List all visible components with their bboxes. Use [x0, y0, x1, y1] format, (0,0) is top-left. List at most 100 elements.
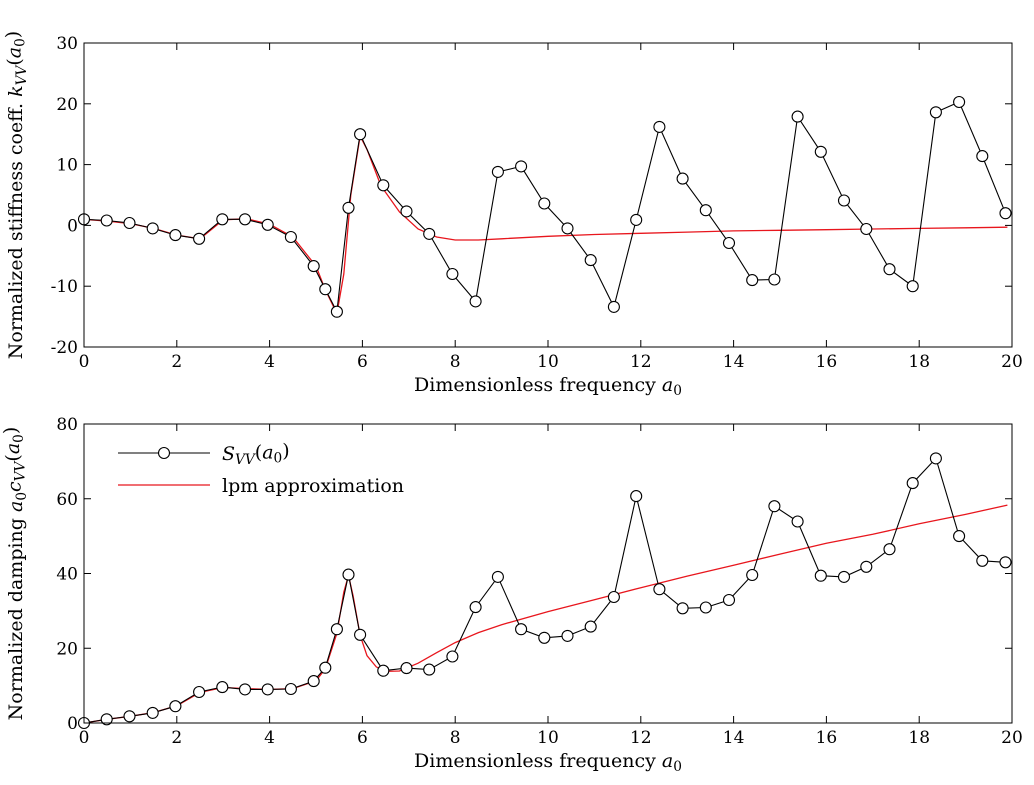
data-point: [976, 554, 989, 567]
y-axis-label: Normalized stiffness coeff. kVV(a0): [2, 31, 30, 359]
x-tick-label: 2: [171, 352, 182, 372]
y-tick-label: 20: [56, 95, 78, 115]
x-tick-label: 16: [816, 728, 838, 748]
y-tick-label: 10: [56, 156, 78, 176]
data-point: [584, 254, 597, 267]
data-point: [929, 106, 942, 119]
x-tick-label: 14: [723, 352, 745, 372]
data-point: [860, 560, 873, 573]
data-point: [722, 236, 736, 250]
data-point: [607, 590, 620, 604]
data-point: [561, 629, 574, 642]
x-tick-label: 6: [357, 352, 368, 372]
y-tick-label: 80: [56, 415, 78, 435]
data-point: [377, 179, 390, 192]
x-tick-label: 10: [537, 728, 559, 748]
x-tick-label: 4: [264, 728, 275, 748]
data-point: [837, 194, 851, 207]
data-point: [284, 230, 297, 244]
chart-panel-2: 0 2 4 6 8 10 12 14 16 18 20 0 20 40 60 80 Dimensionless …: [0, 415, 1023, 775]
data-point: [400, 662, 413, 675]
x-tick-label: 16: [816, 352, 838, 372]
data-point: [284, 682, 297, 696]
legend-label-2: lpm approximation: [222, 475, 404, 497]
data-point: [400, 205, 413, 218]
x-tick-label: 18: [908, 352, 930, 372]
data-point: [261, 683, 274, 696]
data-point: [953, 95, 966, 109]
x-tick-label: 0: [79, 728, 90, 748]
data-point: [515, 160, 528, 173]
plot-frame: [83, 423, 1013, 724]
data-point: [216, 681, 229, 694]
data-point: [791, 515, 804, 528]
y-tick-label: 20: [56, 639, 78, 659]
data-point: [561, 222, 574, 235]
plot-frame: [83, 42, 1013, 348]
data-point: [354, 628, 367, 641]
data-point: [216, 213, 229, 226]
data-point: [584, 620, 597, 633]
data-point: [469, 601, 482, 614]
legend-marker: [157, 446, 171, 460]
y-tick-label: -20: [51, 338, 78, 358]
data-point: [193, 232, 206, 245]
x-axis-label: Dimensionless frequency a0: [414, 750, 682, 775]
data-point: [906, 280, 919, 293]
data-point: [860, 222, 873, 236]
data-point: [319, 661, 332, 674]
data-point: [123, 710, 136, 723]
data-point: [653, 120, 666, 133]
data-point: [123, 216, 136, 230]
data-point: [330, 305, 343, 318]
x-tick-label: 10: [537, 352, 559, 372]
data-point: [354, 128, 367, 141]
y-tick-label: 0: [67, 216, 78, 236]
data-point: [169, 229, 182, 242]
y-tick-label: 60: [56, 490, 78, 510]
data-point: [929, 452, 942, 465]
data-point: [791, 110, 804, 123]
x-tick-label: 4: [264, 352, 275, 372]
data-point: [100, 713, 113, 726]
y-tick-label: -10: [51, 277, 78, 297]
data-point: [342, 201, 355, 214]
data-point: [469, 295, 482, 308]
data-point: [238, 683, 252, 696]
y-tick-label: 30: [56, 34, 78, 54]
data-point: [307, 675, 320, 688]
data-point: [837, 570, 851, 583]
data-point: [676, 172, 689, 185]
data-point: [100, 214, 113, 227]
data-point: [319, 283, 332, 296]
data-point: [423, 663, 436, 676]
data-point: [814, 145, 827, 158]
x-tick-label: 2: [171, 728, 182, 748]
data-point: [193, 685, 206, 699]
data-point: [538, 631, 551, 644]
data-point: [722, 593, 736, 607]
x-tick-label: 20: [1001, 352, 1023, 372]
data-point: [169, 700, 182, 713]
data-point: [377, 664, 390, 677]
data-point: [976, 150, 989, 163]
y-axis-label: Normalized damping a0cVV(a0): [0, 427, 30, 721]
x-tick-label: 12: [630, 728, 652, 748]
data-point: [307, 260, 320, 273]
data-point: [342, 568, 355, 581]
x-axis-label: Dimensionless frequency a0: [414, 374, 682, 399]
data-point: [883, 543, 896, 556]
data-point: [423, 227, 436, 240]
data-point: [146, 222, 159, 235]
x-tick-label: 8: [450, 728, 461, 748]
data-point: [261, 218, 274, 231]
data-point: [146, 706, 159, 719]
data-point: [746, 274, 759, 287]
data-point: [630, 213, 643, 226]
data-point: [446, 650, 459, 663]
x-tick-label: 14: [723, 728, 745, 748]
data-point: [699, 204, 712, 217]
legend-label-1: SVV(a0): [222, 440, 290, 468]
x-tick-label: 6: [357, 728, 368, 748]
